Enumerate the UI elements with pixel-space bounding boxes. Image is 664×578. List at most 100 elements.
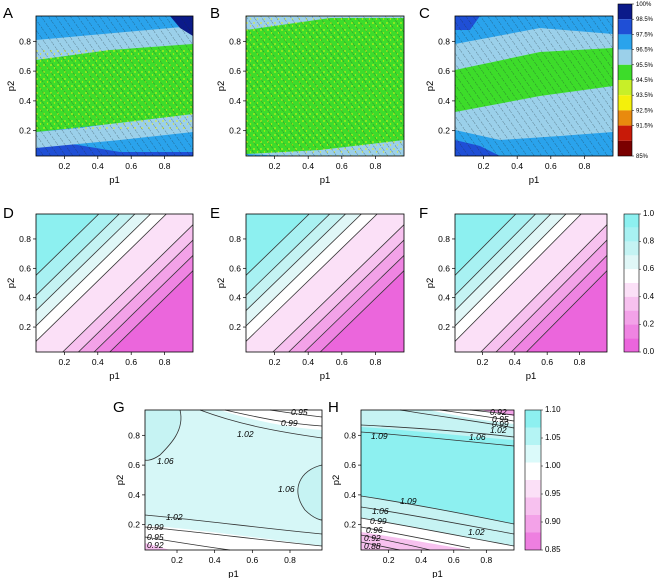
panel-h-contour-label-0-88-bottom: 0.88: [364, 541, 381, 551]
panel-f-ytick-label-1: 0.4: [438, 293, 450, 303]
panel-c-ytick-label-0: 0.2: [438, 126, 450, 136]
panel-f-ytick-label-2: 0.6: [438, 263, 450, 273]
coverage-legend-swatch-1: [618, 19, 632, 35]
panel-e-xtick-label-2: 0.6: [336, 357, 348, 367]
coverage-legend-swatch-6: [618, 95, 632, 111]
panel-e-contour-4: [246, 214, 378, 342]
panel-g-contour-label-0-95-bottom: 0.95: [147, 532, 164, 542]
panel-h-contour-1-06-bottom: [360, 506, 515, 535]
panel-f-contour-3: [455, 214, 567, 327]
panel-g-region-top-white: [220, 410, 322, 430]
coverage-legend-label-3: 96.5%: [636, 48, 654, 54]
panel-g-contour-label-0-99-bottom: 0.99: [147, 522, 164, 532]
panel-b-xtick-label-3: 0.8: [370, 161, 382, 171]
panel-h-contour-label-0-92-top: 0.92: [490, 407, 507, 417]
panel-b-ytick-label-1: 0.4: [229, 96, 241, 106]
panel-e-xtick-label-1: 0.4: [302, 357, 314, 367]
panel-h-xtick-label-1: 0.4: [415, 555, 427, 565]
panel-b-xtick-label-0: 0.2: [269, 161, 281, 171]
panel-g-contour-1-02-top: [199, 409, 323, 439]
panel-b-ylabel: p2: [216, 81, 227, 92]
panel-d-contour-3: [36, 214, 151, 327]
panel-f-axes: 0.2 0.4 0.6 0.8 0.2 0.4 0.6 0.8 p1 p2: [425, 234, 586, 382]
panel-f-xtick-label-2: 0.6: [541, 357, 553, 367]
panel-h-contour-1-09-bottom: [360, 495, 515, 525]
panel-letter-e: E: [210, 205, 220, 222]
panel-h-region-top-white: [430, 410, 514, 424]
panel-b-hatch: [246, 16, 404, 156]
panel-b-xtick-label-2: 0.6: [336, 161, 348, 171]
panel-h-frame: [360, 409, 515, 551]
panel-h-contour-label-0-96-bottom: 0.96: [366, 525, 383, 535]
panel-d-ytick-label-1: 0.4: [19, 293, 31, 303]
coverage-legend-label-0: 100%: [636, 2, 652, 8]
panel-h-xtick-label-3: 0.8: [480, 555, 492, 565]
coverage-legend-label-4: 95.5%: [636, 63, 654, 69]
panel-c-ytick-label-2: 0.6: [438, 66, 450, 76]
panel-a-hatch: [36, 16, 193, 156]
coverage-legend-label-5: 94.5%: [636, 78, 654, 84]
coverage-legend-swatch-9: [618, 140, 632, 156]
panel-c-xtick-label-0: 0.2: [478, 161, 490, 171]
panel-f-contour-0: [455, 214, 517, 276]
ratio-legend: 1.10 1.05 1.00 0.95 0.90 0.85: [524, 405, 561, 554]
ratio-legend-swatch-4: [525, 480, 541, 498]
panel-d-axes: 0.2 0.4 0.6 0.8 0.2 0.4 0.6 0.8 p1 p2: [6, 234, 171, 382]
unit-legend-swatch-0: [624, 214, 639, 228]
panel-c-xtick-label-1: 0.4: [511, 161, 523, 171]
panel-b-ytick-label-2: 0.6: [229, 66, 241, 76]
panel-b-xlabel: p1: [320, 175, 331, 186]
panel-h-contour-label-0-99-bottom: 0.99: [370, 516, 387, 526]
panel-b-xtick-label-1: 0.4: [302, 161, 314, 171]
panel-e-contour-8: [319, 270, 404, 352]
panel-c-xtick-label-2: 0.6: [545, 161, 557, 171]
panel-c-xtick-label-3: 0.8: [579, 161, 591, 171]
coverage-legend-swatch-3: [618, 49, 632, 65]
panel-h-contour-0-99-bottom: [360, 526, 471, 549]
panel-a-ytick-label-1: 0.4: [19, 96, 31, 106]
ratio-legend-frame: [524, 409, 542, 551]
panel-h-contours: [360, 409, 515, 551]
panel-letter-c: C: [419, 5, 430, 22]
panel-h-contour-0-95-top: [469, 409, 515, 416]
panel-g-contour-label-1-06-left: 1.06: [157, 456, 174, 466]
panel-g-contour-0-99-top: [224, 409, 323, 427]
panel-a-xtick-label-2: 0.6: [125, 161, 137, 171]
unit-legend-label-1: 0.8: [643, 237, 655, 246]
panel-h-ytick-label-0: 0.2: [344, 520, 356, 530]
panel-h: 0.92 0.95 0.99 1.02 1.06 1.09 1.09 1.06 …: [331, 407, 515, 578]
panel-e-band-4: [246, 214, 404, 352]
panel-h-contour-label-1-09-bottom: 1.09: [400, 496, 417, 506]
panel-h-contour-1-02-bottom: [360, 517, 515, 547]
panel-f-contour-1: [455, 214, 536, 296]
panel-f-contour-5: [480, 224, 607, 352]
panel-e-contour-7: [304, 254, 404, 352]
panel-a-xtick-label-1: 0.4: [92, 161, 104, 171]
panel-c-ytick-label-1: 0.4: [438, 96, 450, 106]
panel-c-ylabel: p2: [425, 81, 436, 92]
panel-b-axes: 0.2 0.4 0.6 0.8 0.2 0.4 0.6 0.8 p1 p2: [216, 36, 382, 186]
unit-legend-swatch-6: [624, 296, 639, 311]
panel-d-contour-8: [109, 270, 193, 352]
panel-g-ytick-label-2: 0.6: [128, 460, 140, 470]
panel-f-ylabel: p2: [425, 278, 436, 289]
ratio-legend-swatch-6: [525, 515, 541, 533]
panel-g-ylabel: p2: [115, 475, 126, 486]
panel-h-ytick-label-2: 0.6: [344, 460, 356, 470]
panel-g-xtick-label-3: 0.8: [284, 555, 296, 565]
panel-d-contour-5: [62, 224, 193, 352]
panel-f-xtick-label-3: 0.8: [574, 357, 586, 367]
panel-d-contour-1: [36, 214, 120, 296]
panel-b-ytick-label-3: 0.8: [229, 36, 241, 46]
coverage-legend-swatch-4: [618, 64, 632, 80]
panel-d-contour-4: [36, 214, 167, 342]
panel-d-xtick-label-3: 0.8: [159, 357, 171, 367]
unit-legend-swatch-3: [624, 255, 639, 270]
coverage-legend-swatch-2: [618, 34, 632, 50]
panel-d-ylabel: p2: [6, 278, 17, 289]
panel-d-ytick-label-2: 0.6: [19, 263, 31, 273]
panel-letter-h: H: [328, 399, 339, 416]
panel-f-contour-7: [510, 254, 607, 352]
panel-f-contour-4: [455, 214, 582, 342]
unit-legend-label-2: 0.6: [643, 264, 655, 273]
